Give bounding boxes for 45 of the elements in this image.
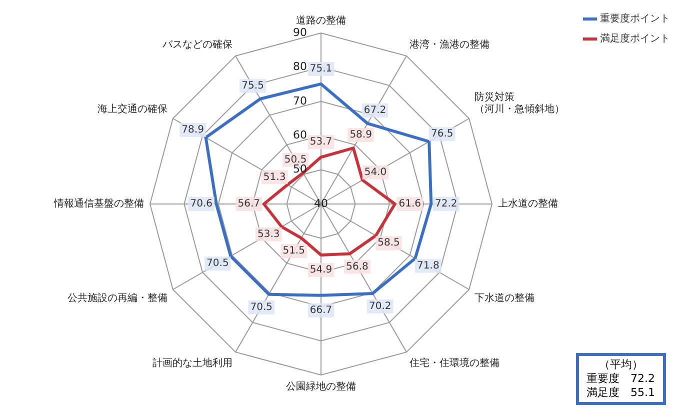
spoke-label: 住宅・住環境の整備 [410,356,500,369]
text: 重要度 72.2 [586,372,655,386]
data-label: 50.5 [284,154,307,166]
spoke-label: 上水道の整備 [498,198,558,210]
data-label: 54.0 [364,167,387,178]
data-label: 70.5 [250,302,272,313]
spoke-label: 防災対策（河川・急傾斜地） [474,91,564,116]
data-label: 51.3 [263,172,286,183]
data-label: 61.6 [398,198,422,210]
data-label: 76.5 [430,128,454,140]
spoke-label: 港湾・漁港の整備 [410,38,490,50]
data-label: 51.5 [282,246,305,257]
spoke-label: 下水道の整備 [474,292,534,304]
data-label: 56.7 [238,198,260,210]
y-tick-label: 80 [293,60,307,74]
data-label: 53.3 [257,228,280,240]
data-label: 78.9 [182,124,204,136]
spoke-label: バスなどの確保 [162,39,232,50]
y-tick-label: 70 [293,94,307,108]
text: 満足度 55.1 [586,386,655,400]
data-label: 58.5 [378,238,400,249]
data-label: 75.1 [310,64,332,75]
y-tick-label: 60 [293,128,307,142]
spoke-label: 海上交通の確保 [98,103,168,116]
data-label: 66.7 [310,304,332,316]
legend-label: 満足度ポイント [600,32,670,45]
text: （平均） [598,358,644,372]
y-tick-label: 90 [293,26,307,39]
data-label: 67.2 [364,105,386,116]
spoke-label: 情報通信基盤の整備 [53,198,144,210]
data-label: 71.8 [417,260,440,272]
data-label: 58.9 [350,130,372,141]
data-label: 70.6 [190,198,212,210]
data-label: 70.5 [206,258,229,270]
spoke-label: 道路の整備 [296,14,346,27]
data-label: 75.5 [242,80,264,92]
data-label: 54.9 [310,264,332,276]
data-label: 53.7 [310,136,332,148]
legend-label: 重要度ポイント [600,12,670,25]
spoke-label: 公共施設の再編・整備 [68,292,168,304]
data-label: 56.8 [346,261,368,272]
data-label: 70.2 [369,301,392,312]
data-label: 72.2 [434,198,458,210]
spoke-label: 公園緑地の整備 [286,380,356,393]
spoke-label: 計画的な土地利用 [152,356,232,369]
